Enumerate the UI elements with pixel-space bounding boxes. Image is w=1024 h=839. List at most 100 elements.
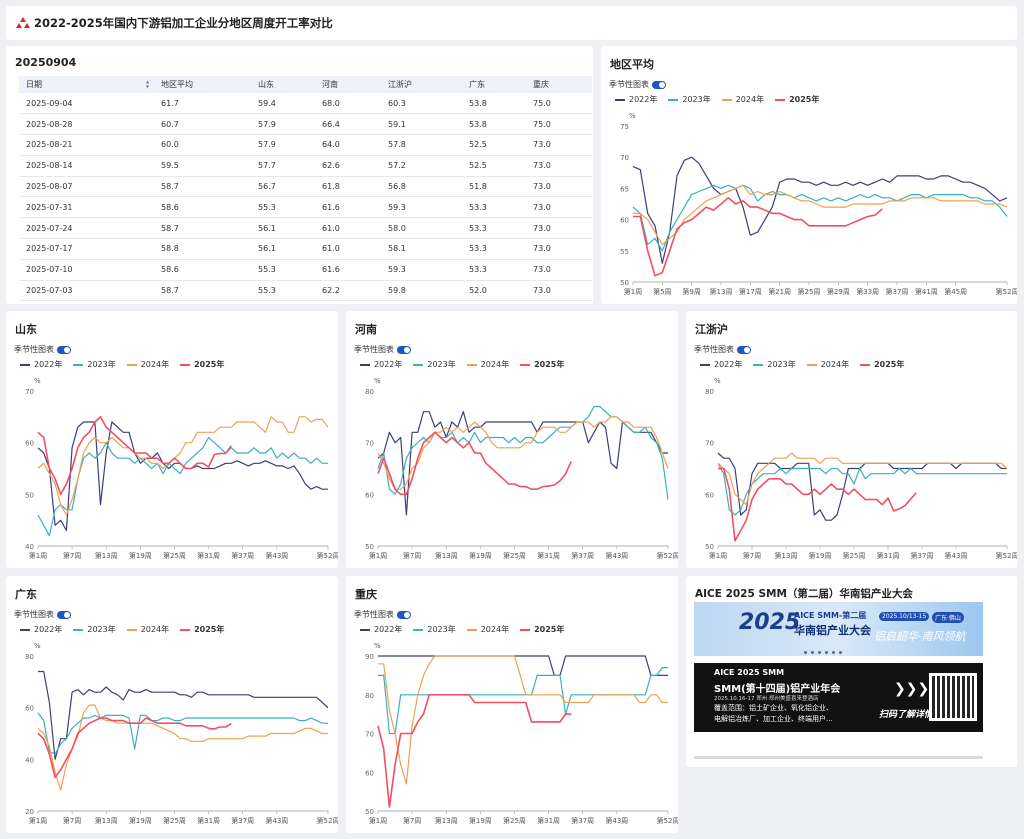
legend-swatch [520, 628, 531, 631]
banner-title: AICE 2025 SMM（第二届）华南铝产业大会 [695, 588, 913, 600]
x-tick-label: 第52周 [996, 551, 1017, 560]
table-cell: 73.0 [526, 238, 592, 260]
x-tick-label: 第43周 [265, 816, 288, 825]
series-line-2022[interactable] [37, 421, 328, 532]
chart-panel-guangdong: 广东 季节性图表 2022年 2023年 2024年 2025年% 20 40 60 80 第1周 第… [6, 576, 338, 833]
legend-item[interactable]: 2025年 [520, 624, 564, 635]
series-line-2022[interactable] [717, 452, 1007, 521]
legend-label: 2022年 [34, 360, 63, 369]
series-line-2025[interactable] [633, 197, 883, 277]
series-line-2024[interactable] [378, 655, 668, 785]
legend-item[interactable]: 2022年 [700, 359, 742, 370]
y-tick-label: 80 [705, 388, 714, 396]
series-line-2024[interactable] [717, 452, 1008, 506]
x-tick-label: 第25周 [503, 816, 526, 825]
y-tick-label: 60 [705, 491, 714, 499]
banner2-line1: AICE 2025 SMM [714, 668, 785, 677]
legend-item[interactable]: 2025年 [180, 624, 224, 635]
logo-icon [16, 17, 30, 28]
legend-item[interactable]: 2024年 [466, 359, 509, 370]
seasonal-chart-toggle[interactable]: 季节性图表 [354, 609, 411, 620]
legend-item[interactable]: 2022年 [20, 359, 62, 370]
x-tick-label: 第52周 [657, 816, 678, 825]
conference-banner-south-china[interactable]: 2025 AICE SMM-第二届 华南铝产业大会 2025.10/13-15 … [694, 602, 983, 656]
legend-item[interactable]: 2022年 [360, 624, 402, 635]
table-cell: 52.5 [462, 155, 526, 177]
seasonal-chart-toggle[interactable]: 季节性图表 [354, 344, 411, 355]
horizontal-scrollbar[interactable] [694, 756, 983, 759]
legend-item[interactable]: 2023年 [73, 624, 116, 635]
y-axis-unit: % [714, 377, 721, 385]
legend-item[interactable]: 2024年 [466, 624, 509, 635]
series-line-2022[interactable] [632, 156, 1008, 264]
sort-icon[interactable]: ▲▼ [145, 79, 150, 89]
legend-item[interactable]: 2023年 [413, 359, 456, 370]
x-tick-label: 第13周 [95, 551, 118, 560]
legend-item[interactable]: 2023年 [73, 359, 116, 370]
legend-item[interactable]: 2022年 [615, 94, 657, 105]
series-line-2024[interactable] [37, 416, 329, 516]
series-line-2025[interactable] [37, 717, 232, 779]
series-line-2024[interactable] [37, 704, 328, 791]
series-line-2025[interactable] [37, 416, 232, 496]
legend-item[interactable]: 2024年 [126, 624, 169, 635]
series-line-2024[interactable] [377, 416, 669, 490]
table-cell: 60.7 [154, 113, 251, 136]
legend-item[interactable]: 2025年 [520, 359, 564, 370]
series-line-2023[interactable] [632, 184, 1008, 252]
legend-item[interactable]: 2023年 [753, 359, 796, 370]
series-line-2023[interactable] [37, 436, 328, 537]
legend-item[interactable]: 2025年 [180, 359, 224, 370]
toggle-switch[interactable] [737, 345, 751, 354]
legend-item[interactable]: 2022年 [20, 624, 62, 635]
chart-title: 广东 [15, 588, 37, 601]
banner-date: 2025.10/13-15 [879, 612, 930, 621]
series-line-2022[interactable] [378, 655, 668, 676]
series-line-2022[interactable] [38, 670, 329, 760]
legend-item[interactable]: 2024年 [126, 359, 169, 370]
table-cell: 68.0 [315, 93, 381, 115]
series-line-2023[interactable] [378, 667, 668, 735]
chart-legend: 2022年 2023年 2024年 2025年 [20, 359, 235, 370]
legend-item[interactable]: 2023年 [413, 624, 456, 635]
seasonal-chart-toggle[interactable]: 季节性图表 [694, 344, 751, 355]
series-line-2023[interactable] [717, 463, 1007, 516]
legend-item[interactable]: 2025年 [860, 359, 904, 370]
toggle-switch[interactable] [652, 80, 666, 89]
x-tick-label: 第1周 [369, 816, 387, 825]
legend-item[interactable]: 2024年 [721, 94, 764, 105]
seasonal-chart-toggle[interactable]: 季节性图表 [609, 79, 666, 90]
table-cell: 61.0 [315, 217, 381, 240]
series-line-2022[interactable] [377, 411, 668, 516]
seasonal-chart-toggle[interactable]: 季节性图表 [14, 344, 71, 355]
toggle-switch[interactable] [397, 345, 411, 354]
column-header[interactable]: 日期 ▲▼ [19, 76, 154, 93]
table-cell: 59.4 [251, 93, 315, 115]
toggle-switch[interactable] [57, 345, 71, 354]
y-tick-label: 60 [620, 217, 629, 225]
series-line-2023[interactable] [37, 712, 328, 755]
table-cell: 60.3 [381, 93, 462, 115]
legend-item[interactable]: 2025年 [775, 94, 819, 105]
legend-item[interactable]: 2023年 [668, 94, 711, 105]
toggle-switch[interactable] [57, 610, 71, 619]
series-line-2024[interactable] [633, 184, 1008, 246]
series-line-2025[interactable] [377, 694, 572, 808]
table-cell: 75.0 [526, 113, 592, 136]
series-line-2025[interactable] [377, 431, 573, 496]
carousel-dots[interactable] [804, 651, 846, 654]
legend-swatch [360, 363, 370, 366]
table-cell: 55.3 [251, 280, 315, 302]
legend-item[interactable]: 2024年 [806, 359, 849, 370]
table-cell: 53.3 [462, 196, 526, 219]
seasonal-chart-toggle[interactable]: 季节性图表 [14, 609, 71, 620]
qr-code-icon [929, 673, 977, 721]
line-chart: % 50 60 70 80 第1周 第7周 第13周 第19周 第25周 第31周 第37周 第43周 第… [705, 377, 1017, 560]
y-tick-label: 50 [705, 543, 714, 551]
chart-panel-henan: 河南 季节性图表 2022年 2023年 2024年 2025年% 50 60 70 80 第1周 第… [346, 311, 678, 568]
conference-banner-annual[interactable]: AICE 2025 SMM SMM(第十四届)铝产业年会 2025.10.16-… [694, 663, 983, 732]
legend-item[interactable]: 2022年 [360, 359, 402, 370]
y-tick-label: 90 [365, 653, 374, 661]
series-line-2025[interactable] [718, 467, 917, 542]
toggle-switch[interactable] [397, 610, 411, 619]
